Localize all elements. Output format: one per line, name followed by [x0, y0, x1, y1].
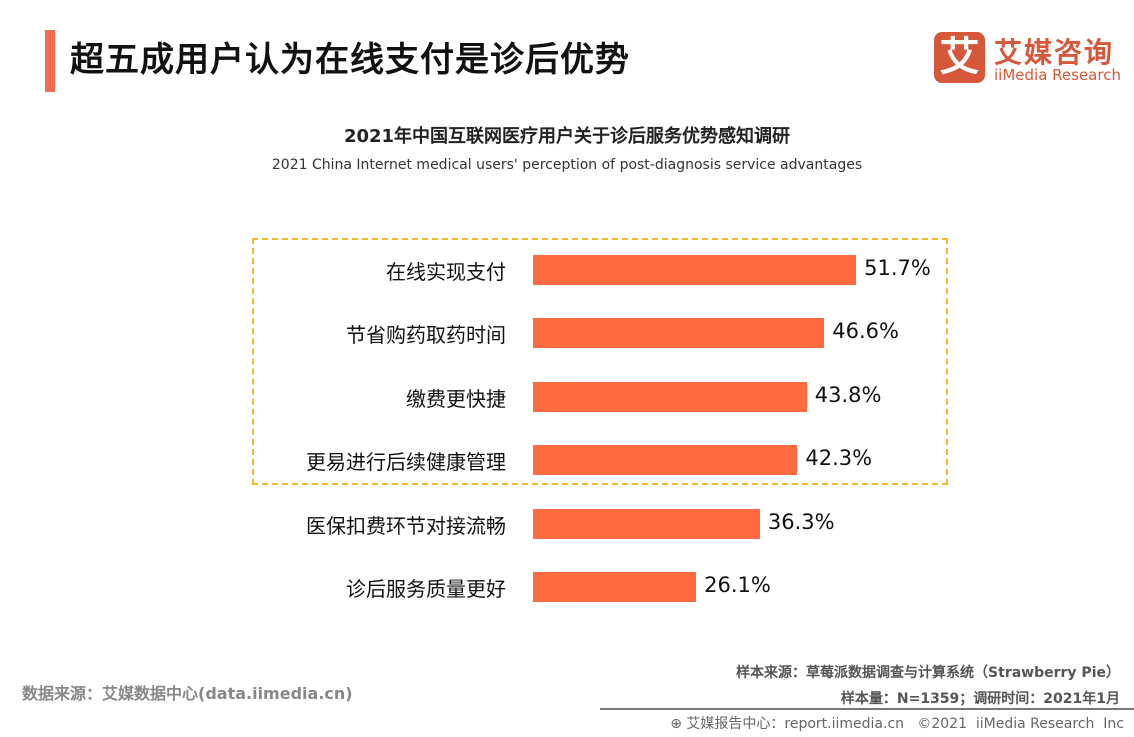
- value-label: 43.8%: [814, 382, 882, 407]
- title-accent-bar: [45, 30, 55, 92]
- category-label: 缴费更快捷: [406, 386, 506, 411]
- value-label: 42.3%: [805, 446, 873, 471]
- category-label: 在线实现支付: [386, 260, 506, 284]
- category-label: 更易进行后续健康管理: [306, 450, 506, 475]
- category-label: 医保扣费环节对接流畅: [306, 513, 506, 538]
- category-label: 诊后服务质量更好: [346, 577, 506, 601]
- report-footer: ⊕ 艾媒报告中心：report.iimedia.cn ©2021 iiMedia…: [670, 716, 1124, 732]
- chart-title: 2021年中国互联网医疗用户关于诊后服务优势感知调研: [343, 126, 791, 147]
- bar: [533, 508, 760, 539]
- bar: [533, 255, 857, 285]
- value-label: 51.7%: [864, 256, 931, 280]
- value-label: 46.6%: [832, 319, 899, 344]
- logo-icon: 艾: [934, 32, 985, 83]
- value-label: 36.3%: [767, 509, 835, 534]
- page-title: 超五成用户认为在线支付是诊后优势: [70, 40, 630, 80]
- value-label: 26.1%: [704, 573, 771, 597]
- footer-divider: [600, 708, 1134, 710]
- bar: [533, 381, 807, 412]
- logo-cn: 艾媒咨询: [994, 36, 1115, 69]
- globe-icon: ⊕: [670, 716, 682, 732]
- bar: [533, 445, 798, 476]
- logo-en: iiMedia Research: [994, 66, 1121, 84]
- data-source: 数据来源：艾媒数据中心(data.iimedia.cn): [22, 684, 353, 703]
- sample-source: 样本来源：草莓派数据调查与计算系统（Strawberry Pie）: [736, 665, 1120, 681]
- sample-info: 样本量：N=1359；调研时间：2021年1月: [840, 691, 1120, 707]
- bar: [533, 572, 697, 602]
- highlight-box: [252, 238, 948, 485]
- category-label: 节省购药取药时间: [346, 323, 506, 348]
- chart-subtitle: 2021 China Internet medical users' perce…: [271, 157, 863, 173]
- bar: [533, 318, 825, 349]
